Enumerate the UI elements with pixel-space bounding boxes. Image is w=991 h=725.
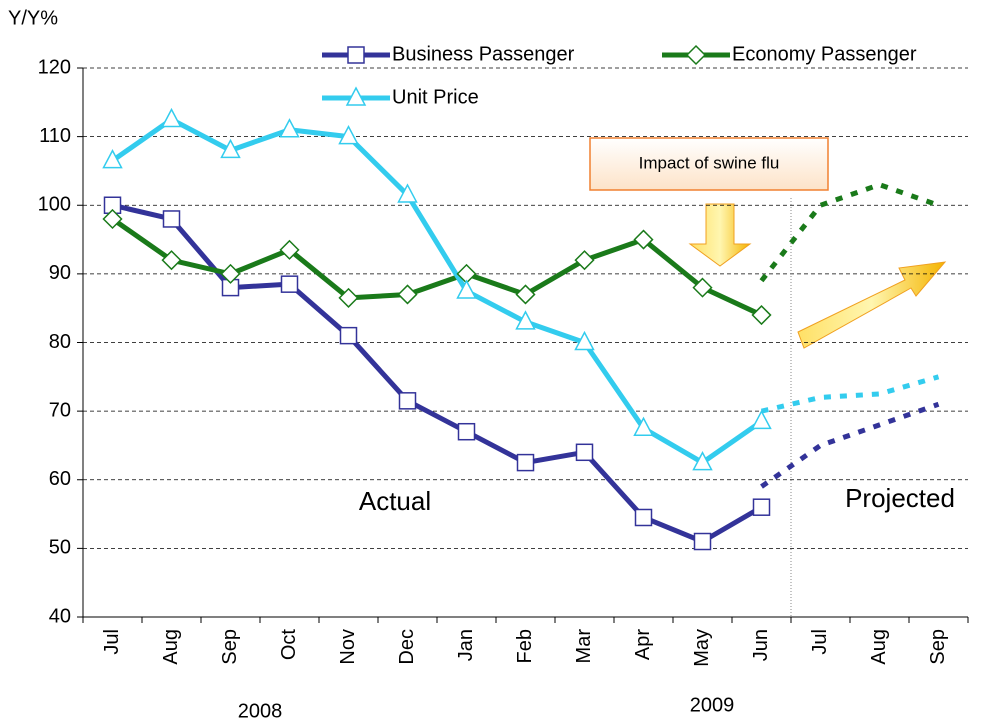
annotation: Impact of swine flu (639, 153, 780, 172)
marker (279, 239, 300, 260)
marker (220, 138, 241, 159)
x-tick-label: Feb (514, 629, 536, 663)
marker (220, 263, 241, 284)
marker (456, 279, 477, 299)
x-tick-label: Dec (396, 629, 418, 665)
y-tick-label: 60 (49, 468, 71, 490)
marker (102, 208, 123, 230)
marker (752, 498, 771, 516)
marker (633, 416, 654, 437)
annotation-box (589, 137, 829, 191)
marker (279, 118, 300, 138)
marker (751, 304, 772, 326)
x-tick-label: May (691, 629, 713, 667)
x-tick-label: Jan (455, 629, 477, 661)
annotation: Actual (359, 486, 431, 516)
marker (574, 250, 595, 271)
marker (102, 149, 123, 169)
y-tick-label: 100 (38, 194, 71, 216)
y-tick-label: 80 (49, 331, 71, 353)
marker (338, 125, 359, 145)
y-tick-label: 50 (49, 537, 71, 559)
marker (347, 46, 365, 64)
year-label: 2008 (238, 700, 283, 722)
y-axis-label: Y/Y% (8, 7, 58, 29)
x-tick-label: Sep (927, 629, 949, 665)
x-tick-label: Jul (101, 629, 123, 655)
marker (575, 443, 594, 462)
y-tick-label: 90 (49, 262, 71, 284)
x-tick-label: Oct (278, 629, 300, 661)
marker (457, 422, 476, 441)
marker (162, 210, 181, 228)
marker (339, 326, 358, 345)
x-tick-label: Nov (337, 629, 359, 665)
marker (161, 107, 182, 128)
x-tick-label: Sep (219, 629, 241, 665)
marker (692, 450, 713, 471)
x-tick-label: Aug (868, 629, 890, 665)
x-tick-label: Jun (750, 629, 772, 661)
marker (397, 284, 418, 305)
marker (516, 453, 535, 472)
y-tick-label: 40 (49, 605, 71, 627)
series-line (111, 216, 763, 318)
marker (397, 183, 418, 203)
series-line (111, 116, 763, 466)
x-tick-label: Apr (632, 629, 654, 660)
arrow-down (688, 203, 752, 267)
year-label: 2009 (690, 694, 735, 716)
marker (515, 310, 536, 330)
marker (693, 532, 712, 551)
marker (515, 284, 536, 305)
x-tick-label: Aug (160, 629, 182, 665)
legend-label: Unit Price (392, 86, 479, 108)
marker (161, 250, 182, 271)
marker (345, 86, 367, 106)
series-line (111, 202, 763, 545)
x-tick-label: Mar (573, 629, 595, 664)
marker (574, 330, 595, 351)
marker (633, 229, 654, 250)
x-tick-label: Jul (809, 629, 831, 655)
legend-label: Economy Passenger (732, 43, 917, 65)
marker (751, 409, 772, 430)
annotation: Projected (845, 483, 955, 513)
marker (398, 392, 417, 410)
y-tick-label: 120 (38, 56, 71, 78)
arrow-up (797, 261, 947, 349)
marker (685, 44, 707, 66)
projected-line (760, 401, 940, 489)
projected-line (760, 374, 940, 414)
y-tick-label: 70 (49, 399, 71, 421)
marker (280, 275, 299, 293)
marker (692, 277, 713, 298)
marker (338, 287, 359, 308)
y-tick-label: 110 (39, 125, 71, 147)
legend-label: Business Passenger (392, 43, 575, 65)
marker (634, 508, 653, 527)
